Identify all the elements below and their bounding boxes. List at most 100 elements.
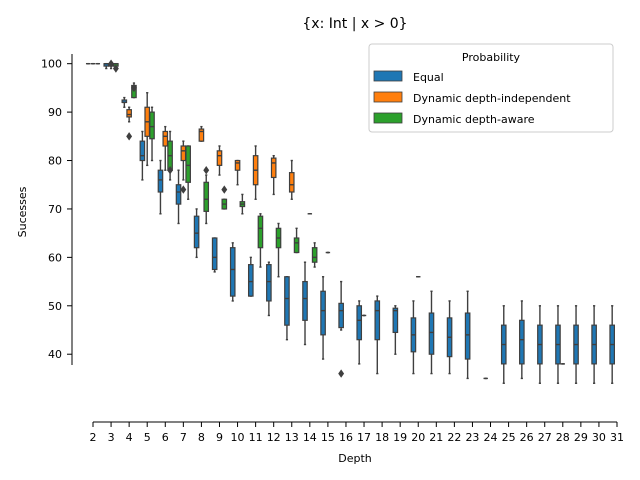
box-body bbox=[311, 247, 318, 263]
y-tick-label: 80 bbox=[48, 155, 62, 168]
box-equal-depth-18 bbox=[374, 295, 381, 375]
x-tick-label: 29 bbox=[574, 431, 588, 444]
box-body bbox=[302, 280, 308, 321]
x-tick-label: 21 bbox=[429, 431, 443, 444]
chart-title: {x: Int | x > 0} bbox=[302, 16, 407, 32]
legend-title: Probability bbox=[462, 51, 521, 64]
box-body bbox=[519, 319, 525, 365]
box-equal-depth-3 bbox=[103, 62, 110, 70]
legend-frame bbox=[368, 43, 614, 133]
x-tick-label: 13 bbox=[285, 431, 299, 444]
box-equal-depth-12 bbox=[266, 261, 272, 317]
box-body bbox=[139, 140, 146, 162]
outlier-marker bbox=[221, 185, 228, 194]
x-tick-label: 14 bbox=[303, 431, 317, 444]
box-body bbox=[234, 159, 241, 171]
box-dynamic-depth-independent-depth-9 bbox=[216, 145, 223, 176]
box-body bbox=[185, 145, 191, 183]
box-dynamic-depth-independent-depth-4 bbox=[126, 106, 133, 141]
x-tick-label: 11 bbox=[249, 431, 263, 444]
legend-label-equal: Equal bbox=[413, 71, 444, 84]
x-axis-label: Depth bbox=[338, 452, 372, 465]
x-tick-label: 26 bbox=[520, 431, 534, 444]
x-tick-label: 2 bbox=[90, 431, 97, 444]
outlier-marker bbox=[167, 166, 174, 175]
box-equal-depth-11 bbox=[247, 256, 254, 297]
box-body bbox=[257, 215, 264, 249]
box-equal-depth-10 bbox=[229, 242, 236, 302]
x-tick-label: 30 bbox=[592, 431, 606, 444]
outlier-marker bbox=[108, 59, 115, 68]
box-dynamic-depth-aware-depth-13 bbox=[293, 227, 300, 254]
x-tick-label: 22 bbox=[447, 431, 461, 444]
y-axis-label: Sucesses bbox=[16, 186, 29, 237]
box-body bbox=[211, 237, 218, 271]
box-dynamic-depth-aware-depth-11 bbox=[257, 213, 264, 268]
box-dynamic-depth-independent-depth-5 bbox=[144, 92, 151, 167]
x-tick-label: 10 bbox=[231, 431, 245, 444]
box-dynamic-depth-aware-depth-14 bbox=[311, 242, 318, 268]
box-equal-depth-20 bbox=[410, 300, 417, 375]
box-body bbox=[338, 302, 344, 329]
box-equal-depth-28 bbox=[555, 305, 561, 384]
box-equal-depth-27 bbox=[537, 305, 543, 384]
box-body bbox=[293, 237, 300, 254]
x-tick-label: 18 bbox=[375, 431, 389, 444]
outlier-marker bbox=[126, 132, 133, 141]
box-body bbox=[198, 128, 205, 142]
y-tick-label: 90 bbox=[48, 106, 62, 119]
box-dynamic-depth-independent-depth-12 bbox=[270, 154, 277, 196]
box-body bbox=[193, 215, 200, 249]
x-tick-label: 15 bbox=[321, 431, 335, 444]
box-equal-depth-23 bbox=[464, 290, 471, 380]
box-dynamic-depth-independent-depth-6 bbox=[162, 125, 169, 171]
box-equal-depth-22 bbox=[446, 300, 453, 375]
box-equal-depth-16 bbox=[338, 280, 345, 378]
box-equal-depth-6 bbox=[157, 159, 164, 215]
y-tick-label: 100 bbox=[41, 58, 62, 71]
box-body bbox=[180, 145, 187, 162]
y-tick-label: 50 bbox=[48, 300, 62, 313]
box-dynamic-depth-aware-depth-10 bbox=[239, 193, 246, 215]
box-body bbox=[247, 264, 254, 297]
box-equal-depth-21 bbox=[428, 290, 435, 375]
legend-swatch-dynamic-depth-independent bbox=[373, 91, 403, 103]
y-tick-label: 60 bbox=[48, 251, 62, 264]
y-tick-label: 70 bbox=[48, 203, 62, 216]
x-tick-label: 19 bbox=[393, 431, 407, 444]
box-body bbox=[229, 247, 236, 297]
box-body bbox=[392, 307, 399, 334]
box-dynamic-depth-aware-depth-6 bbox=[167, 130, 174, 181]
box-body bbox=[464, 312, 471, 360]
legend: Probability Equal Dynamic depth-independ… bbox=[368, 43, 614, 133]
box-body bbox=[270, 157, 277, 179]
outlier-marker bbox=[131, 83, 137, 93]
outlier-marker bbox=[112, 64, 119, 73]
box-dynamic-depth-independent-depth-7 bbox=[180, 140, 187, 194]
y-tick-label: 40 bbox=[48, 348, 62, 361]
box-body bbox=[203, 181, 210, 212]
legend-label-dynamic-depth-independent: Dynamic depth-independent bbox=[413, 92, 571, 105]
box-body bbox=[320, 290, 326, 336]
box-dynamic-depth-aware-depth-7 bbox=[185, 145, 191, 200]
box-body bbox=[428, 312, 435, 355]
box-dynamic-depth-aware-depth-12 bbox=[275, 222, 282, 278]
x-tick-label: 12 bbox=[267, 431, 281, 444]
box-dynamic-depth-aware-depth-5 bbox=[149, 106, 155, 162]
box-equal-depth-26 bbox=[519, 300, 525, 380]
box-equal-depth-4 bbox=[121, 96, 128, 108]
box-body bbox=[356, 305, 363, 341]
y-ticks: 40 50 60 70 80 90 100 bbox=[41, 58, 72, 361]
box-dynamic-depth-aware-depth-9 bbox=[221, 185, 228, 210]
box-dynamic-depth-aware-depth-8 bbox=[203, 166, 210, 225]
x-tick-label: 4 bbox=[126, 431, 133, 444]
box-dynamic-depth-independent-depth-10 bbox=[234, 159, 241, 186]
box-equal-depth-17 bbox=[356, 300, 363, 365]
x-tick-label: 20 bbox=[411, 431, 425, 444]
x-tick-label: 31 bbox=[610, 431, 624, 444]
box-body bbox=[374, 300, 381, 341]
x-tick-label: 24 bbox=[484, 431, 498, 444]
x-tick-label: 16 bbox=[339, 431, 353, 444]
box-body bbox=[266, 264, 272, 302]
